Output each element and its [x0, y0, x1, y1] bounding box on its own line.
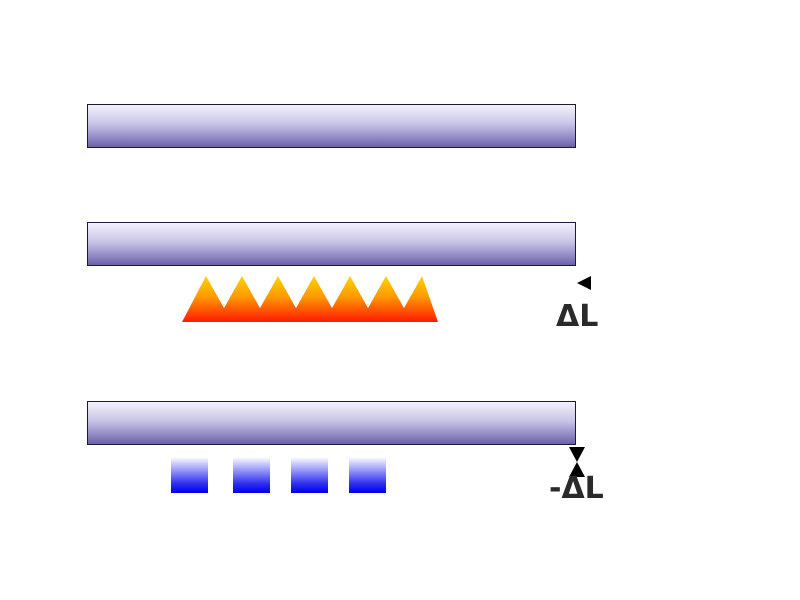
- contraction-label: -ΔL: [549, 471, 604, 506]
- ice-cube-icon: [171, 457, 208, 493]
- expansion-arrow-icon: [577, 276, 591, 290]
- rod-cooled: [87, 401, 576, 445]
- expansion-label: ΔL: [556, 299, 599, 334]
- contraction-arrows-icon: [569, 447, 585, 477]
- ice-cube-icon: [291, 457, 328, 493]
- flames-icon: [182, 276, 438, 322]
- rod-original: [87, 104, 576, 148]
- ice-cube-icon: [233, 457, 270, 493]
- rod-heated: [87, 222, 576, 266]
- flame-peaks: [182, 276, 438, 322]
- ice-cube-icon: [349, 457, 386, 493]
